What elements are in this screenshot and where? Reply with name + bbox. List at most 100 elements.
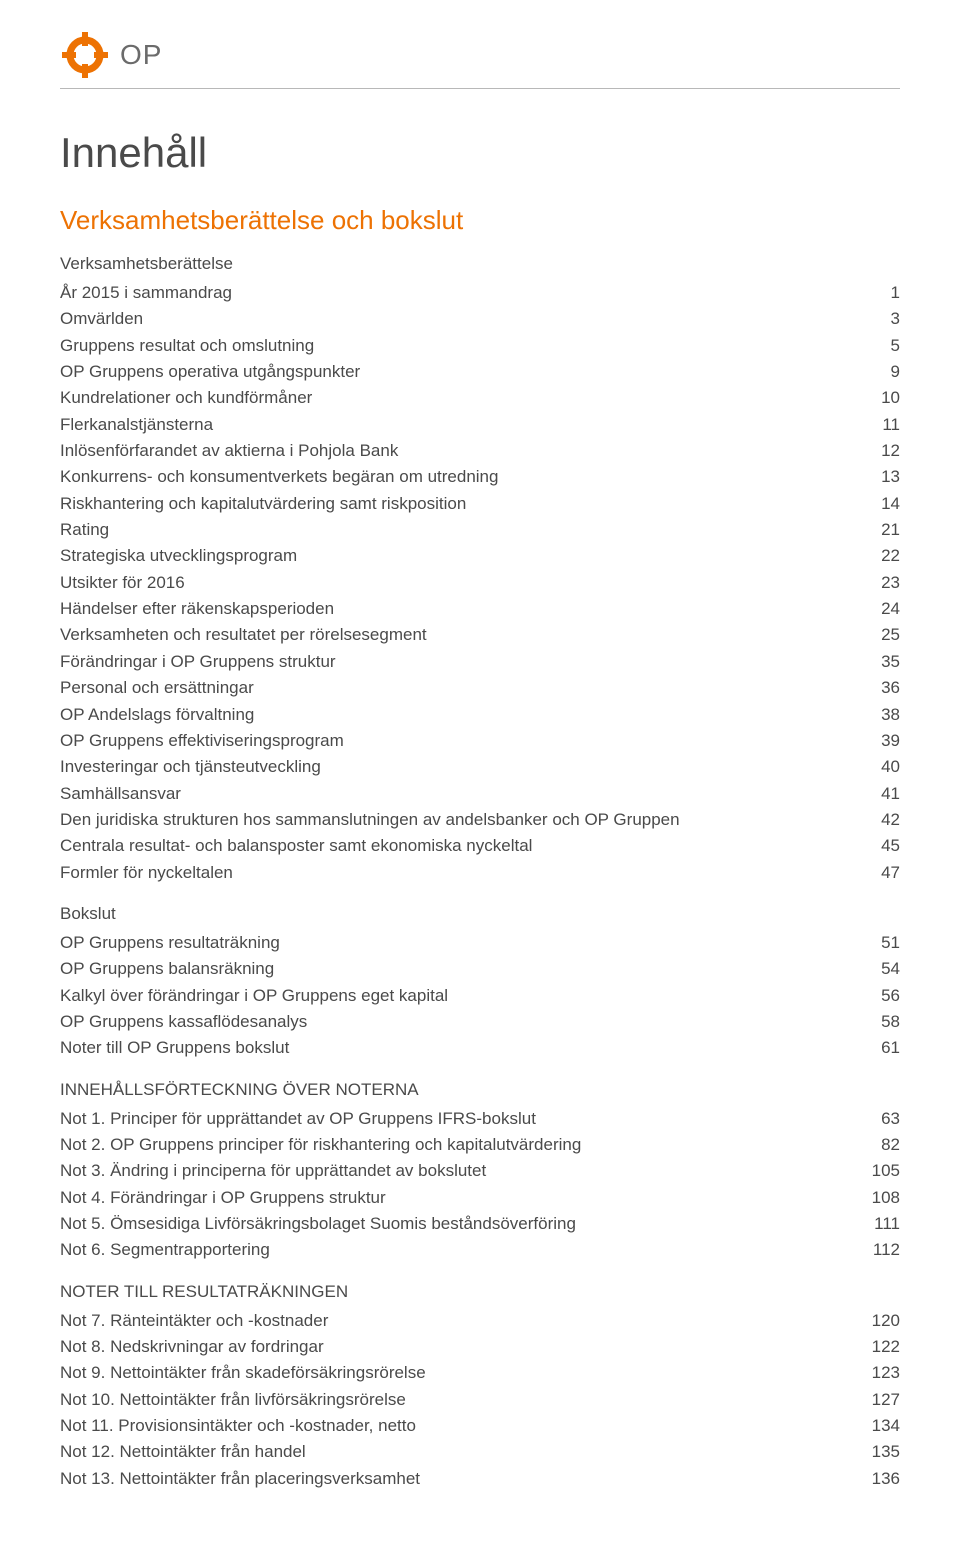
logo-text: OP: [120, 39, 162, 71]
toc-row[interactable]: Omvärlden3: [60, 306, 900, 332]
toc-page-number: 136: [864, 1466, 900, 1492]
toc-row[interactable]: Kalkyl över förändringar i OP Gruppens e…: [60, 983, 900, 1009]
toc-subheading: Bokslut: [60, 904, 900, 924]
toc-page-number: 45: [864, 833, 900, 859]
toc-page-number: 21: [864, 517, 900, 543]
toc-row[interactable]: Utsikter för 2016 23: [60, 570, 900, 596]
toc-row[interactable]: Rating21: [60, 517, 900, 543]
toc-row[interactable]: Verksamheten och resultatet per rörelses…: [60, 622, 900, 648]
toc-row[interactable]: OP Gruppens operativa utgångspunkter9: [60, 359, 900, 385]
toc-row[interactable]: Inlösenförfarandet av aktierna i Pohjola…: [60, 438, 900, 464]
toc-row[interactable]: Not 8. Nedskrivningar av fordringar122: [60, 1334, 900, 1360]
toc-page-number: 24: [864, 596, 900, 622]
toc-page-number: 14: [864, 491, 900, 517]
toc-label: Inlösenförfarandet av aktierna i Pohjola…: [60, 438, 852, 464]
toc-page-number: 10: [864, 385, 900, 411]
toc-label: Not 12. Nettointäkter från handel: [60, 1439, 852, 1465]
toc-label: Riskhantering och kapitalutvärdering sam…: [60, 491, 852, 517]
toc-page-number: 1: [864, 280, 900, 306]
toc-row[interactable]: År 2015 i sammandrag1: [60, 280, 900, 306]
toc-page-number: 63: [864, 1106, 900, 1132]
toc-page-number: 25: [864, 622, 900, 648]
toc-row[interactable]: Not 1. Principer för upprättandet av OP …: [60, 1106, 900, 1132]
toc-label: OP Gruppens operativa utgångspunkter: [60, 359, 852, 385]
toc-page-number: 12: [864, 438, 900, 464]
toc-row[interactable]: Not 3. Ändring i principerna för upprätt…: [60, 1158, 900, 1184]
toc-row[interactable]: Personal och ersättningar36: [60, 675, 900, 701]
toc-label: Kundrelationer och kundförmåner: [60, 385, 852, 411]
toc-label: Not 9. Nettointäkter från skadeförsäkrin…: [60, 1360, 852, 1386]
toc-row[interactable]: Flerkanalstjänsterna11: [60, 412, 900, 438]
toc-page-number: 22: [864, 543, 900, 569]
toc-page-number: 54: [864, 956, 900, 982]
toc-label: Omvärlden: [60, 306, 852, 332]
toc-label: Samhällsansvar: [60, 781, 852, 807]
toc-label: OP Gruppens balansräkning: [60, 956, 852, 982]
toc-row[interactable]: Not 7. Ränteintäkter och -kostnader120: [60, 1308, 900, 1334]
toc-page-number: 120: [864, 1308, 900, 1334]
toc-row[interactable]: Not 12. Nettointäkter från handel135: [60, 1439, 900, 1465]
toc-row[interactable]: Not 2. OP Gruppens principer för riskhan…: [60, 1132, 900, 1158]
toc-row[interactable]: Not 9. Nettointäkter från skadeförsäkrin…: [60, 1360, 900, 1386]
toc-label: Not 6. Segmentrapportering: [60, 1237, 852, 1263]
toc-row[interactable]: OP Gruppens balansräkning 54: [60, 956, 900, 982]
toc-label: Not 10. Nettointäkter från livförsäkring…: [60, 1387, 852, 1413]
toc-page-number: 58: [864, 1009, 900, 1035]
toc-row[interactable]: Formler för nyckeltalen47: [60, 860, 900, 886]
toc-page-number: 40: [864, 754, 900, 780]
toc-row[interactable]: Not 10. Nettointäkter från livförsäkring…: [60, 1387, 900, 1413]
toc-row[interactable]: Centrala resultat- och balansposter samt…: [60, 833, 900, 859]
toc-page-number: 105: [864, 1158, 900, 1184]
divider: [60, 88, 900, 89]
toc-label: Noter till OP Gruppens bokslut: [60, 1035, 852, 1061]
toc-label: Not 13. Nettointäkter från placeringsver…: [60, 1466, 852, 1492]
page: OP Innehåll Verksamhetsberättelse och bo…: [0, 0, 960, 1532]
toc-row[interactable]: Händelser efter räkenskapsperioden24: [60, 596, 900, 622]
toc-label: Centrala resultat- och balansposter samt…: [60, 833, 852, 859]
toc-row[interactable]: Noter till OP Gruppens bokslut 61: [60, 1035, 900, 1061]
logo-bar: OP: [60, 30, 900, 80]
toc-row[interactable]: OP Gruppens resultaträkning 51: [60, 930, 900, 956]
toc-page-number: 41: [864, 781, 900, 807]
toc-label: Not 11. Provisionsintäkter och -kostnade…: [60, 1413, 852, 1439]
toc-row[interactable]: Not 5. Ömsesidiga Livförsäkringsbolaget …: [60, 1211, 900, 1237]
toc-page-number: 111: [864, 1211, 900, 1237]
toc-page-number: 127: [864, 1387, 900, 1413]
op-logo-icon: [60, 30, 110, 80]
toc-row[interactable]: Investeringar och tjänsteutveckling 40: [60, 754, 900, 780]
toc-page-number: 13: [864, 464, 900, 490]
toc-row[interactable]: Den juridiska strukturen hos sammanslutn…: [60, 807, 900, 833]
toc-subheading: INNEHÅLLSFÖRTECKNING ÖVER NOTERNA: [60, 1080, 900, 1100]
toc-row[interactable]: Strategiska utvecklingsprogram22: [60, 543, 900, 569]
toc-page-number: 51: [864, 930, 900, 956]
toc-subheading: NOTER TILL RESULTATRÄKNINGEN: [60, 1282, 900, 1302]
toc-label: Utsikter för 2016: [60, 570, 852, 596]
toc-row[interactable]: Förändringar i OP Gruppens struktur35: [60, 649, 900, 675]
toc-row[interactable]: Samhällsansvar 41: [60, 781, 900, 807]
toc-row[interactable]: Not 13. Nettointäkter från placeringsver…: [60, 1466, 900, 1492]
toc-row[interactable]: OP Gruppens kassaflödesanalys58: [60, 1009, 900, 1035]
toc-label: OP Gruppens resultaträkning: [60, 930, 852, 956]
toc-row[interactable]: Konkurrens- och konsumentverkets begäran…: [60, 464, 900, 490]
toc-row[interactable]: Not 4. Förändringar i OP Gruppens strukt…: [60, 1185, 900, 1211]
toc-page-number: 11: [864, 412, 900, 438]
toc-page-number: 38: [864, 702, 900, 728]
page-title: Innehåll: [60, 129, 900, 177]
toc-page-number: 36: [864, 675, 900, 701]
toc-label: Gruppens resultat och omslutning: [60, 333, 852, 359]
toc-page-number: 61: [864, 1035, 900, 1061]
toc-page-number: 108: [864, 1185, 900, 1211]
toc-page-number: 123: [864, 1360, 900, 1386]
toc-row[interactable]: OP Andelslags förvaltning38: [60, 702, 900, 728]
toc-row[interactable]: Not 6. Segmentrapportering112: [60, 1237, 900, 1263]
toc-list: VerksamhetsberättelseÅr 2015 i sammandra…: [60, 254, 900, 1492]
toc-label: Den juridiska strukturen hos sammanslutn…: [60, 807, 852, 833]
toc-page-number: 23: [864, 570, 900, 596]
toc-row[interactable]: Kundrelationer och kundförmåner 10: [60, 385, 900, 411]
toc-row[interactable]: Riskhantering och kapitalutvärdering sam…: [60, 491, 900, 517]
toc-label: Förändringar i OP Gruppens struktur: [60, 649, 852, 675]
toc-row[interactable]: Not 11. Provisionsintäkter och -kostnade…: [60, 1413, 900, 1439]
toc-label: Investeringar och tjänsteutveckling: [60, 754, 852, 780]
toc-row[interactable]: Gruppens resultat och omslutning5: [60, 333, 900, 359]
toc-row[interactable]: OP Gruppens effektiviseringsprogram39: [60, 728, 900, 754]
